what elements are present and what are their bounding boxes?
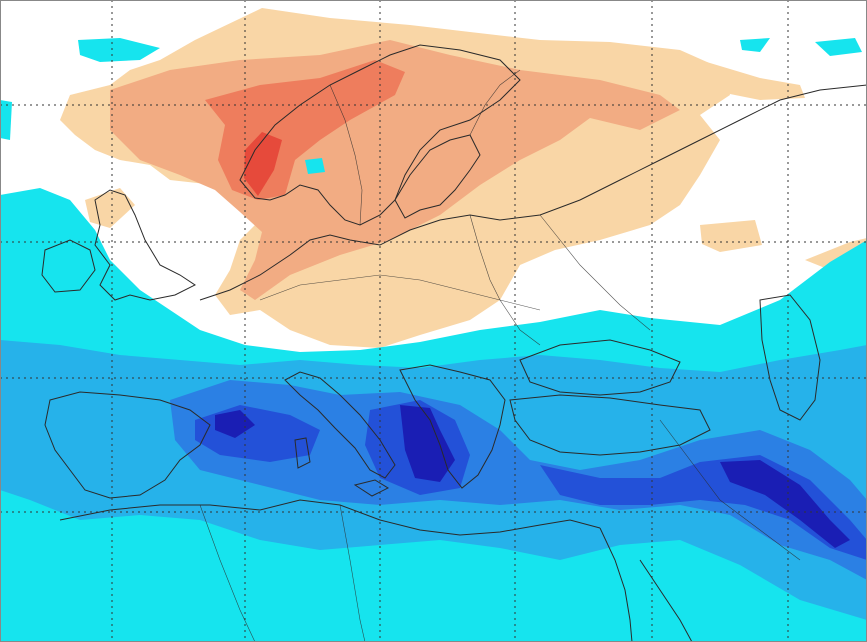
coastline-balkans: [399, 364, 506, 489]
warm-region-light-east: [700, 220, 762, 252]
coastline-sardinia: [294, 437, 311, 469]
cold-region-navy-west: [215, 410, 255, 438]
coastline-britain: [94, 189, 196, 301]
warm-region-light-northeast: [700, 60, 805, 100]
cold-region-navy-ionian: [400, 405, 455, 482]
coastline-baltic: [394, 134, 481, 219]
border-middle-east: [659, 419, 801, 561]
warm-region-peak: [244, 132, 282, 196]
coastline-iberia: [44, 391, 211, 499]
coastline-scandinavia: [239, 44, 521, 226]
border-sahara: [339, 504, 366, 642]
border-russia-west: [539, 214, 651, 331]
cold-region-navy-east: [720, 460, 850, 548]
coastline-italy: [284, 371, 396, 479]
cold-region-blue: [170, 380, 867, 580]
coastline-caspian: [759, 294, 821, 421]
cold-speck-far-north-east: [815, 38, 862, 56]
cold-speck-north-east: [740, 38, 770, 52]
cold-speck-north-west: [78, 38, 160, 62]
border-central-europe: [259, 274, 541, 311]
border-scandinavia-inner: [329, 84, 363, 226]
coastline-anatolia: [509, 394, 711, 456]
border-layer: [199, 69, 801, 642]
coastline-black-sea: [519, 339, 681, 396]
coastline-red-sea: [639, 559, 693, 642]
cold-speck-west: [0, 100, 12, 140]
border-eastern-europe: [469, 214, 541, 346]
border-finland: [469, 69, 521, 136]
coastline-levant: [599, 527, 633, 642]
border-north-africa: [199, 504, 256, 642]
cold-speck-baltic: [305, 158, 325, 174]
cold-anomaly-layer: [0, 38, 867, 642]
coastline-sicily: [353, 479, 390, 497]
